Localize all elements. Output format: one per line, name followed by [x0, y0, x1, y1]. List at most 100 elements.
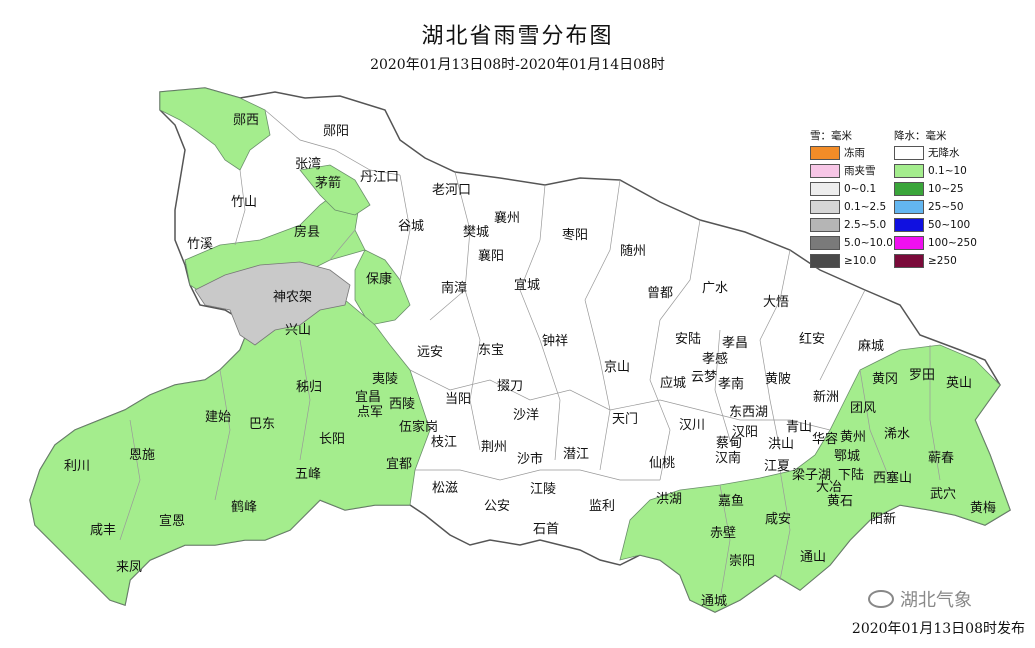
- city-label: 洪湖: [656, 492, 682, 507]
- city-label: 枣阳: [562, 228, 588, 243]
- city-label: 下陆: [838, 467, 864, 483]
- rain-legend-item: 0.1~10: [894, 162, 976, 180]
- city-label: 安陆: [675, 331, 701, 347]
- city-label: 孝南: [718, 376, 744, 392]
- rain-legend-item: ≥250: [894, 252, 976, 270]
- city-label: 团风: [850, 401, 876, 416]
- city-label: 汉南: [715, 450, 741, 466]
- map-subtitle: 2020年01月13日08时-2020年01月14日08时: [370, 57, 665, 73]
- city-label: 随州: [620, 244, 646, 259]
- rain-legend-swatch: [894, 164, 924, 178]
- city-label: 伍家岗: [399, 419, 438, 435]
- city-label: 仙桃: [649, 456, 675, 471]
- rain-area-west: [29, 299, 431, 606]
- city-label: 张湾: [295, 156, 321, 172]
- city-label: 襄阳: [478, 248, 504, 264]
- snow-legend-item: 2.5~5.0: [810, 216, 892, 234]
- city-label: 应城: [660, 375, 686, 391]
- rain-legend-item: 100~250: [894, 234, 977, 252]
- city-label: 松滋: [432, 481, 458, 496]
- city-label: 孝昌: [722, 336, 748, 351]
- city-label: 宜都: [386, 457, 412, 472]
- rain-legend-label: 50~100: [928, 219, 971, 231]
- rain-area-east: [619, 344, 1011, 613]
- city-label: 咸丰: [90, 523, 116, 538]
- rain-area-0-1-10: [29, 87, 1011, 613]
- city-label: 黄州: [840, 430, 866, 445]
- city-label: 夷陵: [372, 371, 398, 387]
- city-label: 远安: [417, 345, 443, 360]
- city-label: 蔡甸: [716, 436, 742, 451]
- city-label: 竹山: [231, 195, 257, 210]
- city-label: 潜江: [563, 447, 589, 462]
- city-label: 来凤: [116, 560, 142, 575]
- city-label: 赤壁: [710, 526, 736, 541]
- snow-legend-item: 雨夹雪: [810, 162, 892, 180]
- snow-legend-swatch: [810, 236, 840, 250]
- snow-legend-swatch: [810, 182, 840, 196]
- snow-legend-label: 冻雨: [844, 147, 865, 159]
- city-label: 红安: [799, 331, 825, 347]
- city-label: 恩施: [129, 448, 155, 463]
- city-label: 罗田: [909, 368, 935, 383]
- city-label: 大悟: [763, 295, 789, 310]
- city-label: 巴东: [249, 417, 275, 432]
- rain-legend-swatch: [894, 200, 924, 214]
- rain-legend-label: 0.1~10: [928, 165, 967, 177]
- city-label: 宣恩: [159, 513, 185, 529]
- rain-legend-swatch: [894, 236, 924, 250]
- city-labels: 郧西 郧阳 张湾 茅箭 丹江口 竹山 房县 竹溪 老河口 谷城 襄州 樊城 襄阳…: [64, 113, 996, 609]
- city-label: 石首: [533, 522, 559, 537]
- rain-legend-label: ≥250: [928, 255, 957, 267]
- city-label: 天门: [612, 412, 638, 427]
- city-label: 谷城: [398, 219, 424, 234]
- city-label: 曾都: [647, 286, 673, 301]
- city-label: 郧阳: [323, 124, 349, 139]
- city-label: 钟祥: [542, 333, 568, 349]
- legend-snow-column: 雪：毫米 冻雨 雨夹雪 0~0.1 0.1~2.5 2.5~5.0 5.0~10.0 ≥10…: [810, 128, 893, 270]
- city-label: 秭归: [296, 380, 322, 395]
- snow-legend-label: 雨夹雪: [844, 165, 876, 177]
- city-label: 掇刀: [497, 379, 523, 394]
- city-label: 东宝: [478, 343, 504, 358]
- rain-legend-item: 10~25: [894, 180, 976, 198]
- city-label: 浠水: [884, 427, 910, 442]
- legend-rain-header: 降水：毫米: [894, 130, 947, 142]
- city-label: 荆州: [481, 439, 507, 455]
- rain-legend-swatch: [894, 254, 924, 268]
- city-label: 南漳: [441, 280, 467, 296]
- city-label: 云梦: [691, 370, 717, 385]
- city-label: 大冶: [816, 480, 842, 495]
- city-label: 江陵: [530, 482, 556, 497]
- city-label: 茅箭: [315, 175, 341, 191]
- city-label: 沙洋: [513, 408, 539, 423]
- city-label: 阳新: [870, 511, 896, 527]
- snow-legend-swatch: [810, 218, 840, 232]
- city-label: 通山: [800, 550, 826, 565]
- city-label: 当阳: [445, 392, 471, 407]
- city-label: 建始: [205, 410, 231, 425]
- rain-legend-label: 10~25: [928, 183, 964, 195]
- snow-legend-item: 5.0~10.0: [810, 234, 893, 252]
- legend-snow-header: 雪：毫米: [810, 130, 852, 142]
- snow-area-0-1-2-5: [194, 261, 351, 346]
- snow-legend-swatch: [810, 254, 840, 268]
- city-label: 竹溪: [187, 237, 213, 252]
- city-label: 枝江: [431, 435, 457, 450]
- city-label: 咸安: [765, 512, 791, 527]
- city-label: 麻城: [858, 339, 884, 354]
- map-title: 湖北省雨雪分布图: [421, 24, 614, 49]
- rain-legend-item: 25~50: [894, 198, 976, 216]
- city-label: 黄陂: [765, 371, 791, 387]
- city-label: 兴山: [285, 323, 311, 338]
- city-label: 公安: [484, 499, 510, 514]
- city-label: 五峰: [295, 467, 321, 482]
- city-label: 黄梅: [970, 501, 996, 516]
- rain-legend-swatch: [894, 182, 924, 196]
- snow-legend-label: ≥10.0: [844, 255, 877, 267]
- city-label: 广水: [702, 281, 728, 296]
- snow-legend-label: 2.5~5.0: [844, 219, 887, 231]
- city-label: 洪山: [768, 437, 794, 452]
- city-label: 青山: [786, 420, 812, 435]
